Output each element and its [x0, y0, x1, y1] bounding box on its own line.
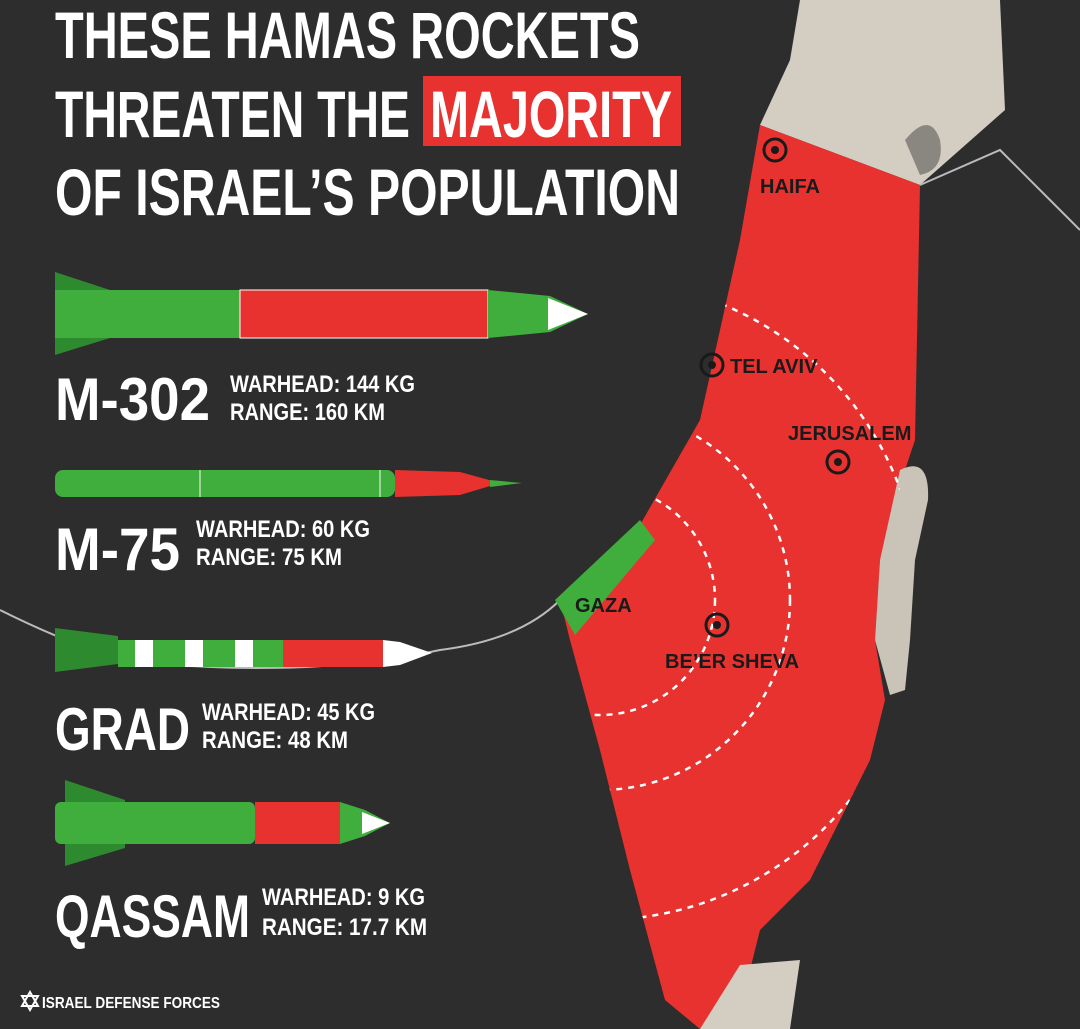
range: RANGE: 160 KM [230, 399, 385, 426]
targets [699, 137, 851, 638]
israel [560, 125, 920, 1029]
lake [905, 125, 941, 175]
rocket [55, 628, 432, 672]
rocket [55, 272, 588, 355]
range: RANGE: 17.7 KM [262, 914, 427, 941]
city-label: JERUSALEM [788, 423, 911, 445]
warhead: WARHEAD: 144 KG [230, 371, 415, 398]
rocket-name: QASSAM [55, 883, 250, 950]
title-line: THREATEN THE [55, 77, 410, 151]
gaza [555, 520, 655, 635]
title-highlight: MAJORITY [430, 77, 672, 151]
city-label: TEL AVIV [730, 356, 818, 378]
rocket [55, 780, 390, 866]
warhead: WARHEAD: 60 KG [196, 516, 370, 543]
rocket [55, 470, 522, 497]
range: RANGE: 48 KM [202, 727, 348, 754]
city-label: BE’ER SHEVA [665, 651, 799, 673]
dead-sea [875, 466, 929, 695]
city-label: HAIFA [760, 176, 820, 198]
lebanon [760, 0, 1005, 185]
title-line: THESE HAMAS ROCKETS [55, 0, 640, 72]
south-land [700, 960, 800, 1029]
range: RANGE: 75 KM [196, 544, 342, 571]
footer: ISRAEL DEFENSE FORCES [42, 995, 220, 1012]
border [919, 148, 1080, 231]
title-line: OF ISRAEL’S POPULATION [55, 155, 680, 229]
rocket-name: M-302 [55, 366, 210, 433]
logo [20, 989, 40, 1013]
gaza-label: GAZA [575, 595, 632, 617]
warhead: WARHEAD: 9 KG [262, 884, 425, 911]
warhead: WARHEAD: 45 KG [202, 699, 375, 726]
rocket-name: M-75 [55, 516, 180, 583]
rocket-name: GRAD [55, 696, 190, 763]
highlight-box [423, 76, 681, 146]
